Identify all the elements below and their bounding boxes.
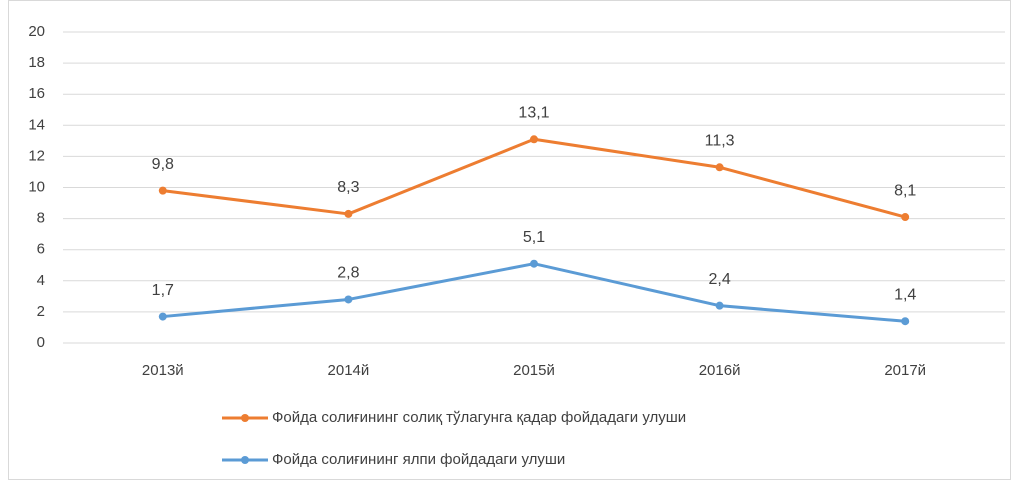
y-tick-label: 0	[37, 334, 45, 351]
series-line	[162, 262, 906, 323]
data-point	[901, 317, 910, 326]
series-line	[162, 137, 906, 219]
data-label: 13,1	[518, 105, 549, 122]
data-label: 11,3	[705, 133, 735, 150]
data-point	[901, 213, 910, 222]
data-point	[158, 312, 167, 321]
data-label: 8,3	[337, 179, 359, 196]
legend-marker	[241, 414, 249, 422]
chart-border	[8, 0, 1011, 480]
x-tick-label: 2017й	[884, 362, 926, 379]
data-point	[344, 209, 353, 218]
data-label: 2,4	[708, 271, 730, 288]
x-tick-label: 2013й	[142, 362, 184, 379]
data-point	[530, 135, 538, 144]
y-tick-label: 14	[28, 116, 45, 133]
y-tick-label: 20	[28, 23, 45, 40]
y-tick-label: 18	[28, 54, 45, 71]
y-tick-label: 10	[28, 178, 45, 195]
data-label: 9,8	[152, 156, 174, 173]
data-point	[715, 163, 724, 172]
data-label: 1,4	[894, 286, 916, 303]
x-tick-label: 2014й	[328, 362, 370, 379]
data-point	[530, 259, 538, 268]
y-tick-label: 6	[37, 241, 45, 258]
data-label: 1,7	[152, 282, 174, 299]
data-point	[344, 295, 353, 304]
y-tick-label: 2	[37, 303, 45, 320]
y-tick-label: 8	[37, 210, 45, 227]
y-tick-label: 4	[37, 272, 45, 289]
x-tick-label: 2016й	[699, 362, 741, 379]
data-label: 8,1	[894, 182, 916, 199]
y-tick-label: 16	[28, 85, 45, 102]
legend-label: Фойда солиғининг солиқ тўлагунга қадар ф…	[272, 409, 686, 426]
x-tick-label: 2015й	[513, 362, 555, 379]
data-point	[715, 301, 724, 310]
legend-label: Фойда солиғининг ялпи фойдадаги улуши	[272, 451, 565, 468]
y-tick-label: 12	[28, 147, 45, 164]
data-label: 5,1	[523, 229, 545, 246]
data-label: 2,8	[337, 265, 359, 282]
legend-marker	[241, 456, 249, 464]
data-point	[158, 186, 167, 195]
